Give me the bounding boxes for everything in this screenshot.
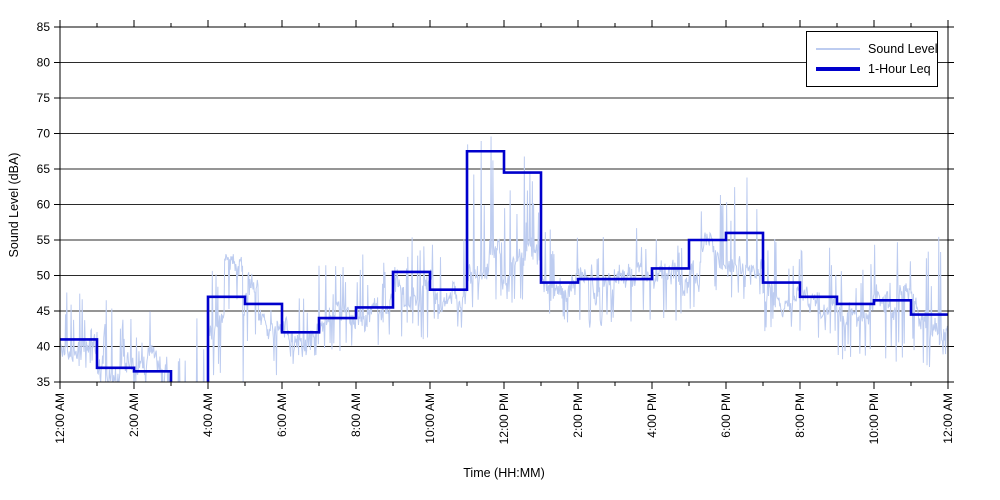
leq-line-sample — [816, 67, 860, 71]
y-tick-label: 75 — [37, 91, 51, 105]
sound-level-line-sample — [816, 48, 860, 50]
x-tick-label: 6:00 PM — [719, 393, 733, 438]
x-tick-label: 10:00 AM — [423, 393, 437, 444]
x-tick-label: 12:00 PM — [497, 393, 511, 444]
legend-item-leq: 1-Hour Leq — [816, 59, 937, 79]
x-tick-label: 8:00 PM — [793, 393, 807, 438]
x-tick-label: 12:00 AM — [53, 393, 67, 444]
x-axis-title: Time (HH:MM) — [463, 466, 545, 480]
y-tick-label: 80 — [37, 56, 51, 70]
y-tick-label: 60 — [37, 198, 51, 212]
x-tick-label: 4:00 PM — [645, 393, 659, 438]
y-tick-label: 40 — [37, 340, 51, 354]
x-tick-label: 2:00 AM — [127, 393, 141, 437]
y-tick-label: 55 — [37, 233, 51, 247]
y-tick-label: 70 — [37, 127, 51, 141]
x-tick-label: 2:00 PM — [571, 393, 585, 438]
plot-border — [59, 26, 949, 383]
y-tick-label: 50 — [37, 269, 51, 283]
y-axis-title: Sound Level (dBA) — [7, 152, 21, 258]
legend-item-sound-level: Sound Level — [816, 39, 938, 59]
x-tick-label: 10:00 PM — [867, 393, 881, 444]
leq-series — [60, 149, 948, 382]
legend-label: Sound Level — [868, 42, 938, 56]
x-tick-label: 8:00 AM — [349, 393, 363, 437]
sound-level-series — [60, 136, 948, 382]
legend: Sound Level 1-Hour Leq — [806, 31, 938, 87]
x-tick-label: 12:00 AM — [941, 393, 955, 444]
x-tick-label: 6:00 AM — [275, 393, 289, 437]
legend-label: 1-Hour Leq — [868, 62, 931, 76]
y-tick-label: 85 — [37, 20, 51, 34]
x-tick-label: 4:00 AM — [201, 393, 215, 437]
y-tick-label: 65 — [37, 162, 51, 176]
y-tick-label: 45 — [37, 304, 51, 318]
y-tick-label: 35 — [37, 375, 51, 389]
